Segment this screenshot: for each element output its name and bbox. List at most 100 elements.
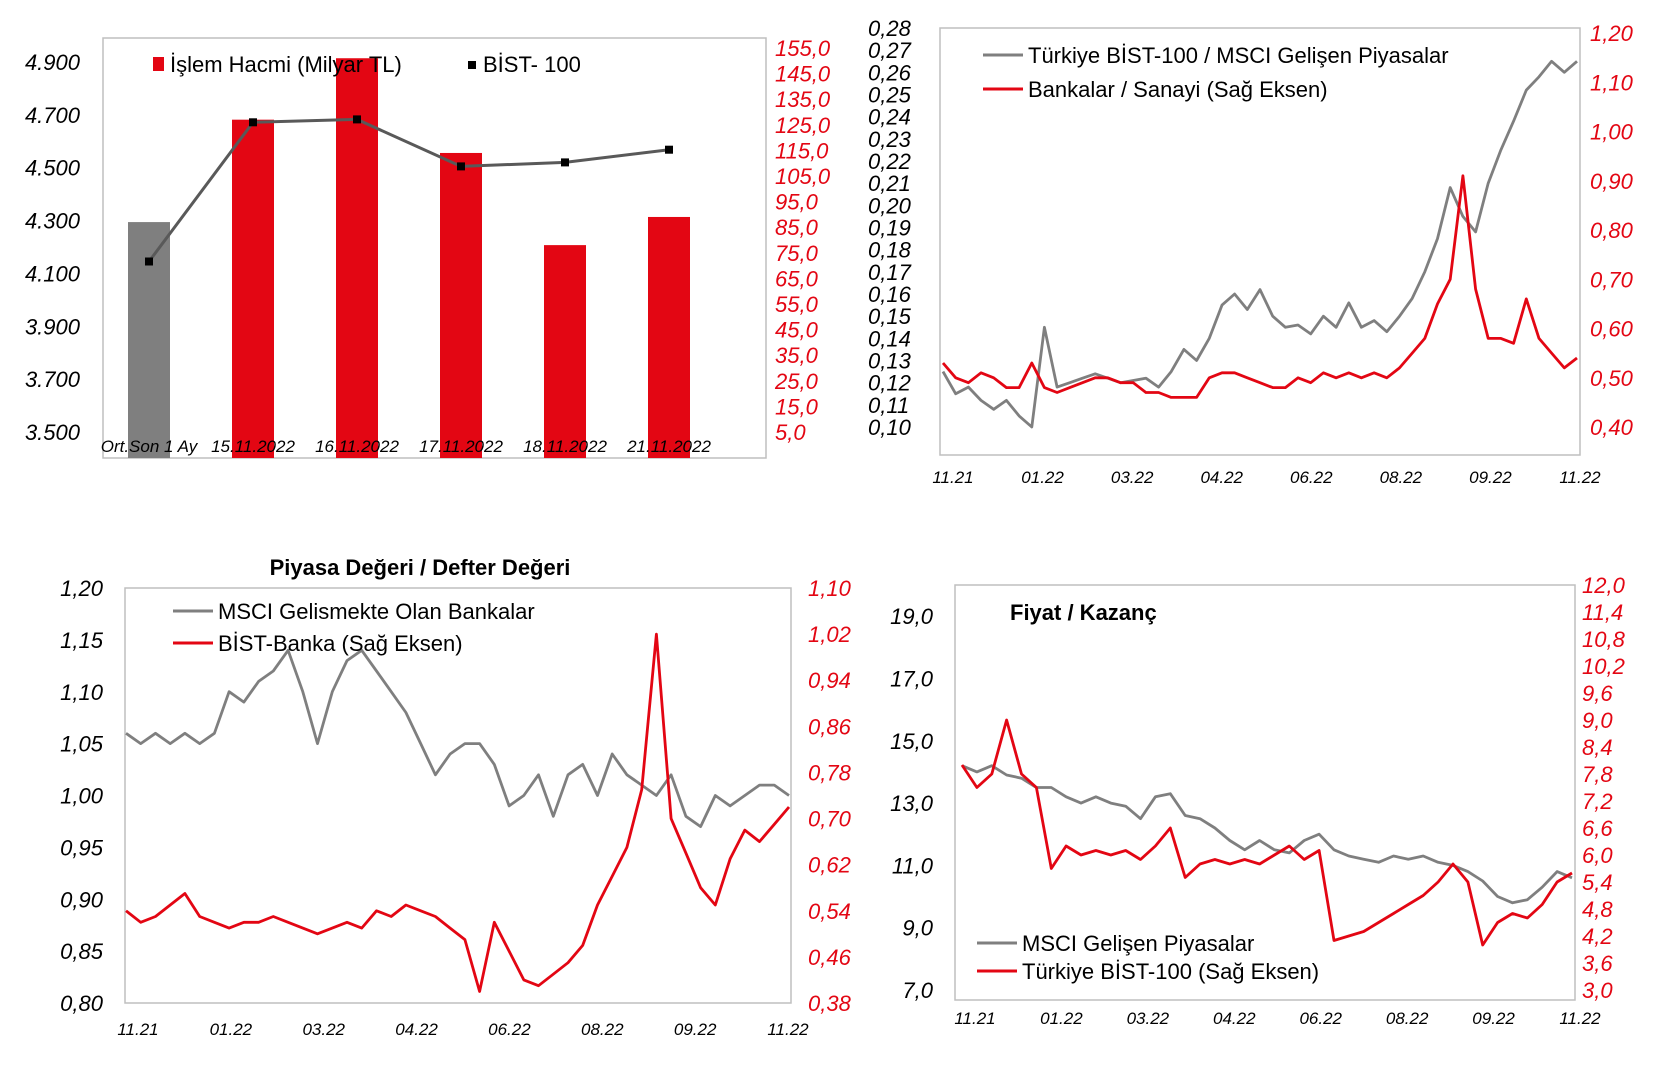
chart-trading-volume: 3.500 3.700 3.900 4.100 4.300 4.500 4.700 4.900…	[25, 36, 831, 459]
tick-label: 0,25	[868, 83, 912, 108]
tick-label: 0,46	[808, 945, 852, 970]
tick-label: 105,0	[775, 164, 831, 189]
tick-label: 0,21	[868, 171, 911, 196]
tick-label: 0,40	[1590, 415, 1634, 440]
legend-gray-label: MSCI Gelismekte Olan Bankalar	[218, 599, 535, 624]
tick-label: 1,00	[60, 784, 104, 809]
left-axis-ticks: 7,0 9,0 11,0 13,0 15,0 17,0 19,0	[890, 604, 934, 1003]
legend-swatch-index	[468, 61, 476, 69]
x-tick-label: 09.22	[1469, 468, 1512, 487]
tick-label: 9,0	[1582, 708, 1613, 733]
x-tick-label: 11.21	[117, 1020, 158, 1039]
tick-label: 6,0	[1582, 843, 1613, 868]
tick-label: 0,86	[808, 714, 852, 739]
plot-frame	[954, 584, 1576, 1001]
tick-label: 0,70	[808, 807, 852, 832]
tick-label: 65,0	[775, 266, 819, 291]
tick-label: 4,8	[1582, 897, 1613, 922]
tick-label: 135,0	[775, 87, 831, 112]
index-line	[147, 117, 670, 263]
plot-frame	[939, 27, 1581, 456]
tick-label: 0,60	[1590, 317, 1634, 342]
x-axis-ticks: 11.21 01.22 03.22 04.22 06.22 08.22 09.22 11.22	[117, 1020, 809, 1039]
x-tick-label: 01.22	[1040, 1009, 1083, 1028]
tick-label: 0,78	[808, 760, 852, 785]
x-tick-label: 01.22	[1021, 468, 1064, 487]
tick-label: 0,90	[1590, 169, 1634, 194]
x-tick-label: 08.22	[1386, 1009, 1429, 1028]
tick-label: 3,6	[1582, 951, 1613, 976]
tick-label: 55,0	[775, 292, 819, 317]
legend-red-label: Türkiye BİST-100 (Sağ Eksen)	[1022, 959, 1319, 984]
tick-label: 4.700	[25, 103, 81, 128]
tick-label: 155,0	[775, 36, 831, 61]
x-tick-label: 11.21	[954, 1009, 995, 1028]
volume-bar	[232, 119, 274, 459]
tick-label: 95,0	[775, 190, 819, 215]
tick-label: 0,80	[60, 991, 104, 1016]
legend-gray-label: Türkiye BİST-100 / MSCI Gelişen Piyasala…	[1028, 43, 1449, 68]
x-tick-label: 03.22	[1127, 1009, 1170, 1028]
tick-label: 13,0	[890, 791, 934, 816]
tick-label: 15,0	[890, 729, 934, 754]
category-label: 18.11.2022	[523, 437, 607, 456]
tick-label: 9,6	[1582, 681, 1613, 706]
tick-label: 0,10	[868, 415, 912, 440]
tick-label: 1,20	[60, 576, 104, 601]
right-axis-ticks: 5,015,025,035,045,055,065,075,085,095,01…	[774, 36, 831, 445]
chart-title: Fiyat / Kazanç	[1010, 600, 1157, 625]
legend: MSCI Gelişen Piyasalar Türkiye BİST-100 …	[977, 931, 1319, 984]
tick-label: 5,0	[775, 420, 806, 445]
index-marker	[145, 257, 153, 266]
legend-gray-label: MSCI Gelişen Piyasalar	[1022, 931, 1254, 956]
tick-label: 10,2	[1582, 654, 1625, 679]
tick-label: 1,05	[60, 732, 104, 757]
index-line-series	[145, 115, 673, 266]
tick-label: 0,54	[808, 899, 851, 924]
tick-label: 9,0	[902, 916, 933, 941]
tick-label: 0,80	[1590, 218, 1634, 243]
volume-bar	[648, 216, 690, 458]
gray-series-line	[941, 59, 1578, 429]
x-axis-ticks: 11.21 01.22 03.22 04.22 06.22 08.22 09.22 11.22	[932, 468, 1601, 487]
tick-label: 0,95	[60, 835, 104, 860]
tick-label: 4.100	[25, 261, 81, 286]
tick-label: 1,10	[60, 680, 104, 705]
index-marker	[561, 158, 569, 167]
right-axis-ticks: 0,40 0,50 0,60 0,70 0,80 0,90 1,00 1,10 1,20	[1590, 21, 1634, 440]
category-label: 17.11.2022	[419, 437, 503, 456]
index-marker	[249, 118, 257, 127]
tick-label: 0,15	[868, 304, 912, 329]
tick-label: 3.700	[25, 367, 81, 392]
red-series-line	[125, 632, 791, 993]
tick-label: 7,0	[902, 978, 933, 1003]
x-tick-label: 03.22	[302, 1020, 345, 1039]
tick-label: 1,20	[1590, 21, 1634, 46]
tick-label: 1,15	[60, 628, 104, 653]
category-label: 21.11.2022	[626, 437, 711, 456]
category-label: 15.11.2022	[211, 437, 295, 456]
tick-label: 0,23	[868, 127, 912, 152]
category-labels: Ort.Son 1 Ay 15.11.2022 16.11.2022 17.11.20…	[101, 437, 712, 456]
tick-label: 5,4	[1582, 870, 1613, 895]
tick-label: 4.300	[25, 209, 81, 234]
plot-frame	[102, 37, 767, 459]
x-tick-label: 11.21	[932, 468, 973, 487]
tick-label: 4,2	[1582, 924, 1613, 949]
legend-red-label: Bankalar / Sanayi (Sağ Eksen)	[1028, 77, 1328, 102]
tick-label: 85,0	[775, 215, 819, 240]
x-tick-label: 09.22	[1472, 1009, 1515, 1028]
red-series-line	[960, 718, 1573, 947]
index-marker	[665, 145, 673, 154]
tick-label: 145,0	[775, 62, 831, 87]
line-series	[941, 59, 1578, 429]
x-tick-label: 04.22	[1213, 1009, 1256, 1028]
x-tick-label: 01.22	[210, 1020, 253, 1039]
x-tick-label: 11.22	[767, 1020, 809, 1039]
tick-label: 0,24	[868, 105, 911, 130]
tick-label: 8,4	[1582, 735, 1613, 760]
tick-label: 0,38	[808, 991, 852, 1016]
tick-label: 0,50	[1590, 366, 1634, 391]
x-tick-label: 06.22	[488, 1020, 531, 1039]
tick-label: 7,8	[1582, 762, 1613, 787]
